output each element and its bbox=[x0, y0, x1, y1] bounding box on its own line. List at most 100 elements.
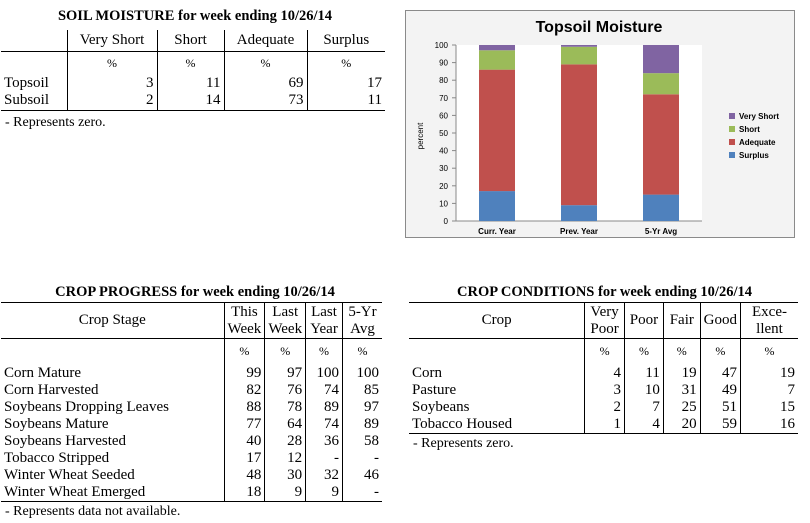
cell-value: 3 bbox=[66, 75, 157, 92]
cell-value: 89 bbox=[341, 415, 382, 433]
chart-title: Topsoil Moisture bbox=[536, 19, 663, 36]
cell-value: 100 bbox=[341, 364, 382, 382]
bar-very-short bbox=[643, 45, 679, 74]
cell-value: 78 bbox=[264, 398, 306, 416]
cell-value: 1 bbox=[584, 415, 625, 434]
cell-value: 36 bbox=[305, 432, 343, 450]
chart-svg: Topsoil Moisture percent 0 10 20 30 40 50 60 70… bbox=[416, 19, 779, 236]
col-header: Short bbox=[156, 30, 224, 52]
col-header-good: Good bbox=[699, 302, 741, 339]
unit-label: % bbox=[662, 338, 701, 365]
unit-label: % bbox=[66, 51, 157, 75]
unit-label: % bbox=[305, 338, 343, 365]
row-label: Topsoil bbox=[4, 75, 49, 91]
crop-progress-title: CROP PROGRESS for week ending 10/26/14 bbox=[55, 284, 335, 300]
table-row: Soybeans Mature 77 64 74 89 bbox=[1, 415, 382, 433]
cell-value: 16 bbox=[740, 415, 798, 434]
cell-value: 82 bbox=[223, 381, 265, 399]
plot-area: 0 10 20 30 40 50 60 70 80 90 100 Curr. Year Prev. Ye… bbox=[435, 41, 702, 236]
cell-value: 99 bbox=[223, 364, 265, 382]
legend-label: Very Short bbox=[739, 112, 779, 121]
cell-value: 15 bbox=[740, 398, 798, 416]
table-row: Soybeans Dropping Leaves 88 78 89 97 bbox=[1, 398, 382, 416]
col-header-last-week: Last Week bbox=[264, 302, 306, 339]
unit-label: % bbox=[740, 338, 798, 365]
cell-value: 64 bbox=[264, 415, 306, 433]
cell-value: - bbox=[341, 449, 382, 467]
crop-conditions-table: Crop Very Poor Poor Fair Good Exce-llent … bbox=[409, 302, 798, 434]
table-row: Soybeans 2 7 25 51 15 bbox=[409, 398, 798, 416]
cell-value: 74 bbox=[305, 415, 343, 433]
cell-value: 4 bbox=[624, 415, 664, 434]
y-tick-label: 30 bbox=[439, 164, 448, 173]
cell-value: 48 bbox=[223, 466, 265, 484]
progress-note: - Represents data not available. bbox=[5, 504, 181, 519]
cell-value: 31 bbox=[662, 381, 701, 399]
row-label: Corn Harvested bbox=[4, 381, 99, 398]
cell-value: 17 bbox=[306, 75, 385, 92]
cell-value: 30 bbox=[264, 466, 306, 484]
col-header: Very Short bbox=[66, 30, 157, 52]
y-tick-label: 10 bbox=[439, 199, 448, 208]
x-tick-label: Curr. Year bbox=[478, 227, 516, 236]
cell-value: 3 bbox=[584, 381, 625, 399]
row-label: Tobacco Housed bbox=[409, 415, 585, 434]
legend-label: Adequate bbox=[739, 138, 776, 147]
crop-progress-rows: Corn Mature 99 97 100 100 Corn Harvested 82 76 7… bbox=[1, 364, 382, 502]
row-label: Corn Mature bbox=[4, 364, 82, 381]
cell-value: 10 bbox=[624, 381, 664, 399]
cell-value: 9 bbox=[305, 483, 343, 502]
cell-value: 14 bbox=[156, 92, 224, 111]
cell-value: 19 bbox=[740, 364, 798, 382]
cell-value: 49 bbox=[699, 381, 741, 399]
cell-value: 2 bbox=[584, 398, 625, 416]
row-label: Soybeans bbox=[412, 398, 470, 415]
table-row: Winter Wheat Seeded 48 30 32 46 bbox=[1, 466, 382, 484]
crop-header: Crop bbox=[409, 302, 585, 339]
cell-value: 25 bbox=[662, 398, 701, 416]
y-tick-label: 20 bbox=[439, 182, 448, 191]
table-header-row: Crop Stage This Week Last Week Last Year 5-… bbox=[1, 302, 382, 339]
cell-value: 85 bbox=[341, 381, 382, 399]
x-tick-label: 5-Yr Avg bbox=[645, 227, 677, 236]
table-row: Winter Wheat Emerged 18 9 9- bbox=[1, 483, 382, 502]
row-label: Corn bbox=[412, 364, 442, 381]
cell-value: 19 bbox=[662, 364, 701, 382]
cell-value: 7 bbox=[740, 381, 798, 399]
conditions-note: - Represents zero. bbox=[413, 436, 514, 451]
bar-very-short bbox=[479, 45, 515, 51]
col-header-poor: Poor bbox=[624, 302, 664, 339]
cell-value: 51 bbox=[699, 398, 741, 416]
table-row: Corn Mature 99 97 100 100 bbox=[1, 364, 382, 382]
col-header-this-week: This Week bbox=[223, 302, 265, 339]
bar-very-short bbox=[561, 45, 597, 47]
col-header-excellent: Exce-llent bbox=[740, 302, 798, 339]
unit-label: % bbox=[223, 51, 307, 75]
col-header: Surplus bbox=[306, 30, 385, 52]
y-tick-label: 0 bbox=[444, 217, 449, 226]
table-row: Tobacco Housed 1 4 20 59 16 bbox=[409, 415, 798, 434]
legend-label: Short bbox=[739, 125, 760, 134]
cell-value: 89 bbox=[305, 398, 343, 416]
cell-value: 97 bbox=[341, 398, 382, 416]
legend-swatch bbox=[729, 113, 735, 119]
unit-label: % bbox=[306, 51, 385, 75]
cell-value: 11 bbox=[306, 92, 385, 111]
row-label: Soybeans Harvested bbox=[4, 432, 127, 449]
row-label: Soybeans Mature bbox=[4, 415, 109, 432]
cell-value: 74 bbox=[305, 381, 343, 399]
col-header-fair: Fair bbox=[662, 302, 701, 339]
unit-label: % bbox=[584, 338, 625, 365]
unit-label: % bbox=[624, 338, 664, 365]
cell-value: - bbox=[341, 483, 382, 502]
unit-label: % bbox=[156, 51, 224, 75]
cell-value: 46 bbox=[341, 466, 382, 484]
legend-swatch bbox=[729, 152, 735, 158]
y-tick-label: 90 bbox=[439, 59, 448, 68]
bar-short bbox=[479, 50, 515, 70]
cell-value: 28 bbox=[264, 432, 306, 450]
soil-moisture-table: Very Short Short Adequate Surplus % % % … bbox=[1, 30, 385, 111]
cell-value: 2 bbox=[66, 92, 157, 111]
units-row: % % % % bbox=[1, 51, 385, 75]
y-tick-label: 80 bbox=[439, 76, 448, 85]
